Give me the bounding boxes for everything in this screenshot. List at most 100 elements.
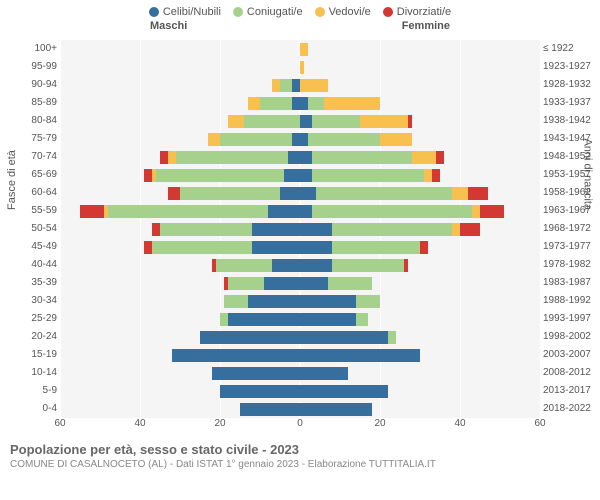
bar-segment-vedovi — [452, 223, 460, 236]
pyramid-row — [60, 292, 540, 310]
age-band-label: 10-14 — [2, 364, 57, 382]
legend-item-divorziati: Divorziati/e — [383, 6, 451, 18]
bar-segment-divorziati — [144, 169, 152, 182]
population-pyramid-chart: Celibi/NubiliConiugati/eVedovi/eDivorzia… — [0, 0, 600, 500]
bar-segment-celibi — [292, 133, 300, 146]
bar-segment-celibi — [300, 313, 356, 326]
bar-segment-coniugati — [356, 313, 368, 326]
birth-year-label: 1928-1932 — [543, 76, 598, 94]
bar-segment-celibi — [300, 295, 356, 308]
birth-year-label: 1923-1927 — [543, 58, 598, 76]
bar-segment-celibi — [300, 331, 388, 344]
bar-segment-celibi — [292, 97, 300, 110]
age-band-label: 75-79 — [2, 130, 57, 148]
bar-segment-coniugati — [180, 187, 280, 200]
pyramid-row — [60, 328, 540, 346]
legend-swatch — [233, 7, 243, 17]
bar-segment-coniugati — [280, 79, 292, 92]
bar-segment-celibi — [272, 259, 300, 272]
age-band-label: 0-4 — [2, 400, 57, 418]
bar-segment-celibi — [280, 187, 300, 200]
bar-segment-coniugati — [160, 223, 252, 236]
birth-year-label: 1953-1957 — [543, 166, 598, 184]
bar-segment-vedovi — [300, 79, 328, 92]
age-band-label: 90-94 — [2, 76, 57, 94]
chart-subtitle: COMUNE DI CASALNOCETO (AL) - Dati ISTAT … — [10, 459, 590, 470]
bar-segment-coniugati — [312, 151, 412, 164]
bar-segment-celibi — [228, 313, 300, 326]
legend-item-vedovi: Vedovi/e — [315, 6, 371, 18]
bar-segment-divorziati — [468, 187, 488, 200]
x-tick-label: 40 — [454, 418, 465, 429]
age-band-label: 95-99 — [2, 58, 57, 76]
age-band-label: 80-84 — [2, 112, 57, 130]
legend-swatch — [149, 7, 159, 17]
female-header: Femmine — [402, 20, 450, 32]
bar-segment-celibi — [300, 169, 312, 182]
bar-segment-celibi — [264, 277, 300, 290]
pyramid-row — [60, 346, 540, 364]
x-tick-label: 20 — [374, 418, 385, 429]
birth-year-label: 1978-1982 — [543, 256, 598, 274]
bar-segment-vedovi — [424, 169, 432, 182]
legend-item-celibi: Celibi/Nubili — [149, 6, 221, 18]
bar-segment-vedovi — [168, 151, 176, 164]
bar-segment-divorziati — [80, 205, 104, 218]
bar-segment-coniugati — [220, 133, 292, 146]
bar-segment-coniugati — [356, 295, 380, 308]
pyramid-row — [60, 220, 540, 238]
bar-segment-divorziati — [436, 151, 444, 164]
birth-year-label: 1958-1962 — [543, 184, 598, 202]
pyramid-row — [60, 130, 540, 148]
bar-segment-coniugati — [388, 331, 396, 344]
pyramid-row — [60, 400, 540, 418]
bar-segment-divorziati — [408, 115, 412, 128]
bar-segment-coniugati — [228, 277, 264, 290]
bar-segment-coniugati — [312, 115, 360, 128]
age-band-label: 35-39 — [2, 274, 57, 292]
bar-segment-divorziati — [460, 223, 480, 236]
bar-segment-celibi — [300, 97, 308, 110]
pyramid-row — [60, 310, 540, 328]
pyramid-row — [60, 40, 540, 58]
bar-segment-coniugati — [332, 259, 404, 272]
pyramid-row — [60, 58, 540, 76]
bar-segment-celibi — [300, 205, 312, 218]
bar-segment-divorziati — [160, 151, 168, 164]
chart-footer: Popolazione per età, sesso e stato civil… — [0, 434, 600, 470]
bar-segment-celibi — [300, 133, 308, 146]
bar-segment-celibi — [300, 115, 312, 128]
birth-year-label: 1938-1942 — [543, 112, 598, 130]
pyramid-row — [60, 148, 540, 166]
x-tick-label: 0 — [297, 418, 303, 429]
bar-segment-coniugati — [308, 97, 324, 110]
bar-segment-coniugati — [312, 205, 472, 218]
bar-segment-celibi — [300, 403, 372, 416]
age-band-label: 45-49 — [2, 238, 57, 256]
bar-segment-celibi — [300, 151, 312, 164]
birth-year-label: 1963-1967 — [543, 202, 598, 220]
bar-segment-coniugati — [332, 241, 420, 254]
birth-year-label: 2003-2007 — [543, 346, 598, 364]
bar-segment-vedovi — [380, 133, 412, 146]
bar-segment-vedovi — [248, 97, 260, 110]
bar-segment-celibi — [300, 187, 316, 200]
bar-segment-coniugati — [260, 97, 292, 110]
age-band-label: 30-34 — [2, 292, 57, 310]
pyramid-row — [60, 202, 540, 220]
chart-title: Popolazione per età, sesso e stato civil… — [10, 442, 590, 457]
pyramid-row — [60, 238, 540, 256]
legend-label: Vedovi/e — [329, 6, 371, 18]
pyramid-row — [60, 94, 540, 112]
pyramid-row — [60, 364, 540, 382]
birth-year-label: 1968-1972 — [543, 220, 598, 238]
bar-segment-celibi — [292, 79, 300, 92]
birth-year-label: 1983-1987 — [543, 274, 598, 292]
birth-year-label: 1973-1977 — [543, 238, 598, 256]
pyramid-row — [60, 274, 540, 292]
legend: Celibi/NubiliConiugati/eVedovi/eDivorzia… — [0, 0, 600, 20]
bar-segment-coniugati — [316, 187, 452, 200]
bar-segment-coniugati — [156, 169, 284, 182]
bar-segment-celibi — [252, 241, 300, 254]
bar-segment-coniugati — [152, 241, 252, 254]
